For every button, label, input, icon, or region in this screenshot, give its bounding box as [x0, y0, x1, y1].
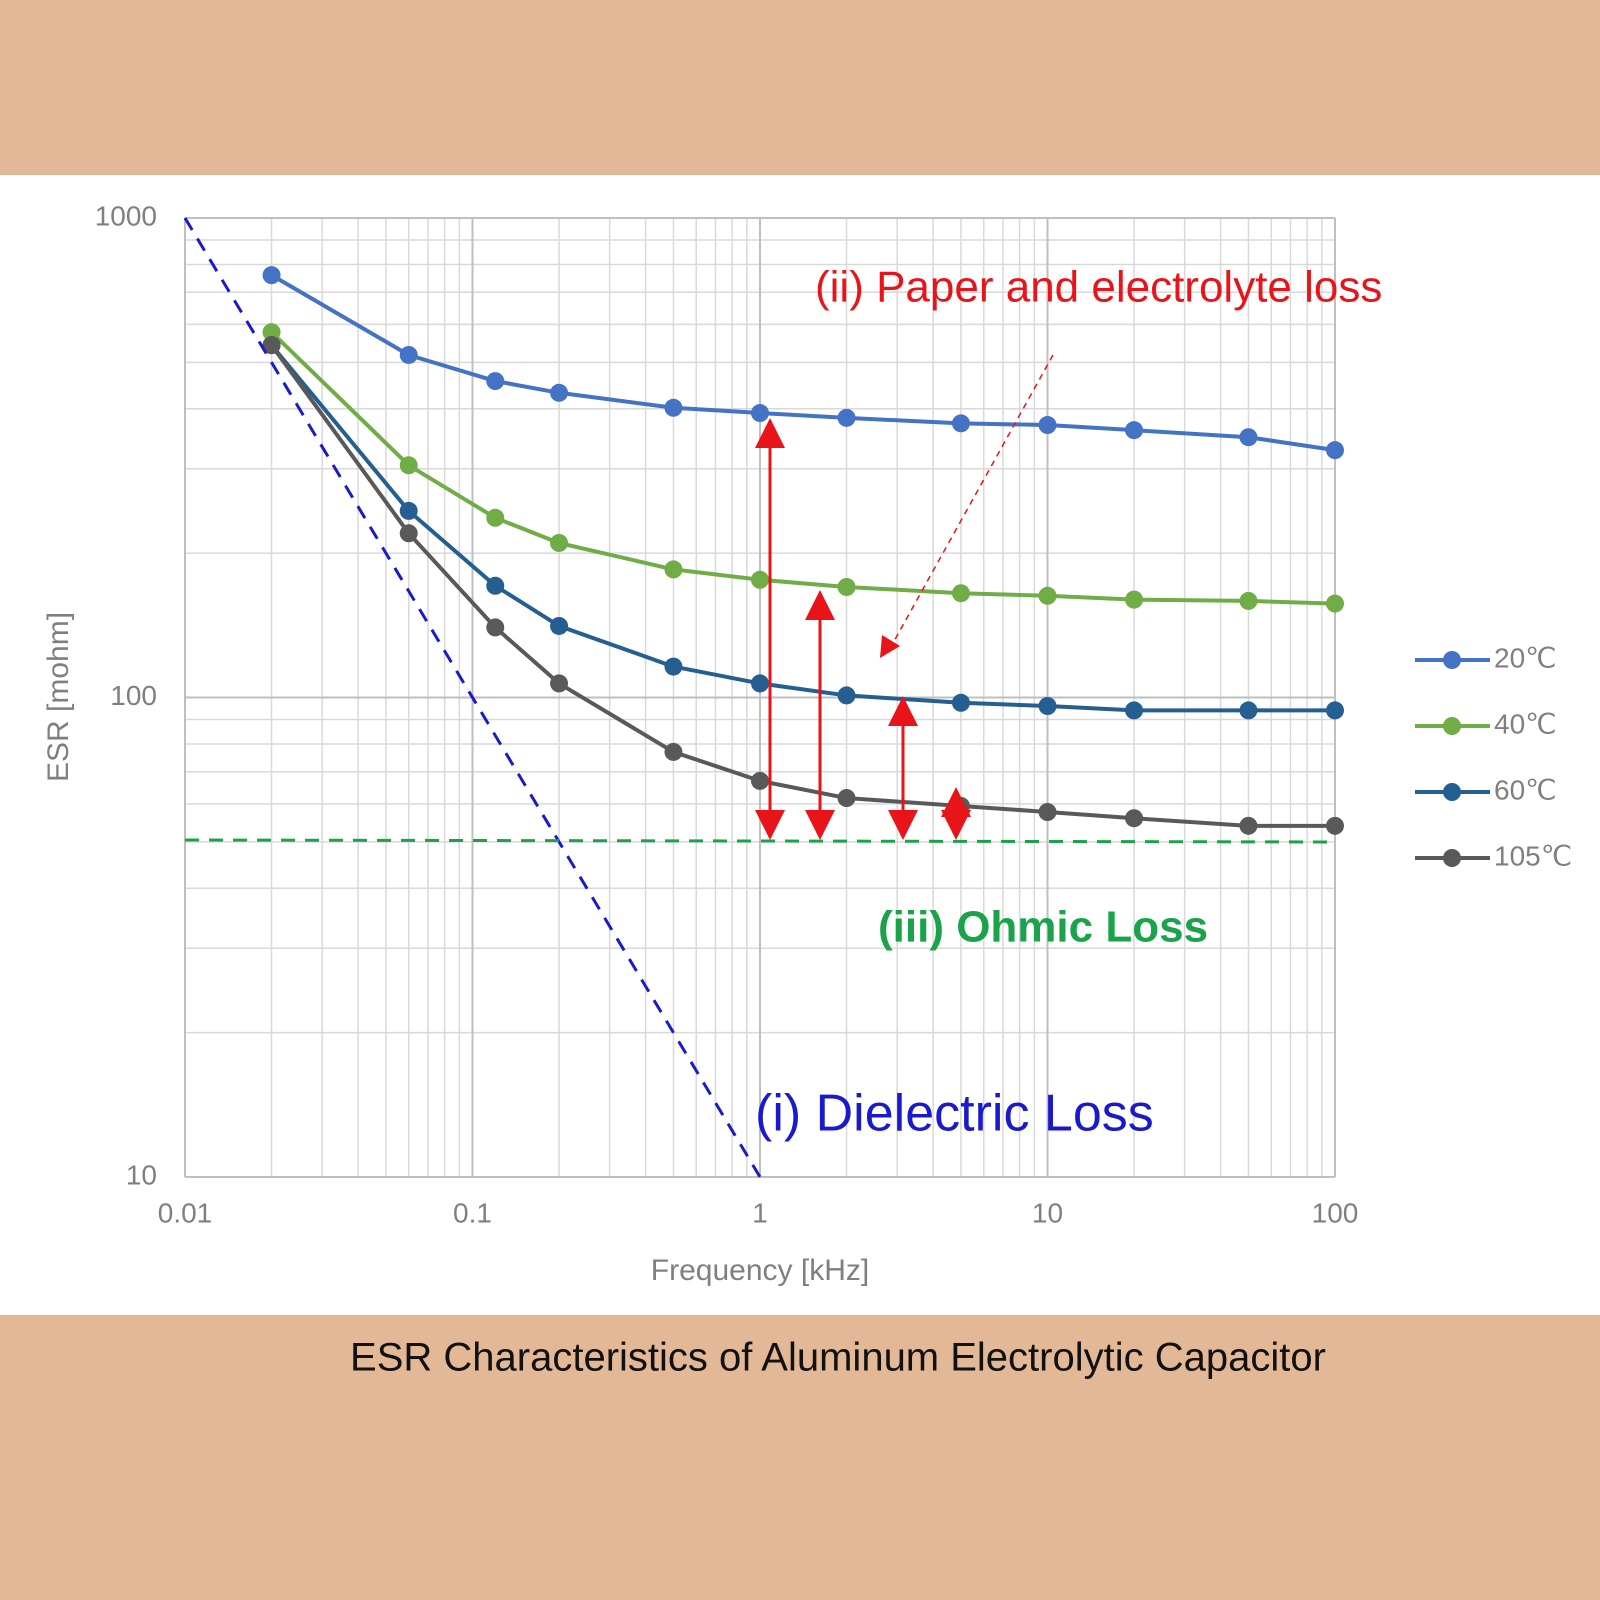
data-point: [751, 674, 769, 693]
data-point: [486, 372, 505, 391]
data-point: [1038, 803, 1057, 822]
data-point: [399, 345, 418, 364]
data-point: [1239, 816, 1258, 835]
data-point: [399, 501, 418, 520]
x-tick-label: 0.1: [453, 1197, 492, 1228]
legend-label: 20℃: [1494, 642, 1557, 673]
x-tick-label: 0.01: [158, 1197, 213, 1228]
data-point: [262, 323, 281, 342]
grid: 0.01 0.1 1 10 100 10 100 1000: [95, 200, 1359, 1228]
data-point: [751, 404, 769, 423]
data-point: [486, 576, 505, 595]
data-point: [550, 383, 569, 402]
y-axis-label: ESR [mohm]: [42, 612, 75, 782]
data-point: [1038, 586, 1057, 605]
data-point: [664, 657, 683, 676]
x-axis-label: Frequency [kHz]: [651, 1254, 869, 1287]
data-point: [951, 584, 970, 603]
plot-panel: [0, 175, 1600, 1315]
data-point: [837, 577, 856, 596]
data-point: [751, 771, 769, 790]
data-point: [550, 533, 569, 552]
x-tick-label: 1: [752, 1197, 768, 1228]
data-point: [550, 616, 569, 635]
data-point: [951, 414, 970, 433]
data-point: [664, 398, 683, 417]
legend-marker: [1443, 717, 1461, 735]
data-point: [1326, 441, 1344, 460]
data-point: [399, 524, 418, 543]
dielectric-line: [183, 217, 762, 1178]
data-point: [262, 266, 281, 285]
pointer-head: [880, 635, 900, 658]
x-tick-label: 10: [1032, 1197, 1063, 1228]
data-point: [262, 336, 281, 355]
data-point: [664, 742, 683, 761]
series-line: [270, 330, 1336, 606]
data-point: [486, 618, 505, 637]
y-tick-label: 100: [110, 680, 157, 711]
data-point: [951, 693, 970, 712]
data-point: [1239, 428, 1258, 447]
series-line: [269, 343, 1335, 828]
legend-label: 60℃: [1494, 774, 1557, 805]
caption: ESR Characteristics of Aluminum Electrol…: [350, 1336, 1326, 1380]
data-point: [1239, 701, 1258, 720]
legend-marker: [1443, 651, 1461, 669]
data-point: [1038, 416, 1057, 435]
pointer: [887, 354, 1054, 653]
series-line: [270, 343, 1335, 713]
annotation: (ii) Paper and electrolyte loss: [815, 263, 1382, 312]
data-point: [664, 560, 683, 579]
data-point: [1125, 809, 1144, 828]
data-point: [399, 456, 418, 475]
y-tick-label: 1000: [95, 200, 157, 231]
data-point: [550, 674, 569, 693]
series-line: [270, 273, 1336, 453]
x-tick-label: 100: [1312, 1197, 1359, 1228]
data-point: [751, 570, 769, 589]
data-point: [1326, 701, 1344, 720]
legend-label: 40℃: [1494, 708, 1557, 739]
legend-marker: [1443, 849, 1461, 867]
data-point: [1326, 594, 1344, 613]
legend-label: 105℃: [1494, 840, 1572, 871]
data-point: [837, 686, 856, 705]
data-point: [1125, 701, 1144, 720]
y-tick-label: 10: [126, 1159, 157, 1190]
annotation-shapes: [183, 217, 1336, 1178]
data-point: [1038, 697, 1057, 716]
annotation: (iii) Ohmic Loss: [878, 903, 1208, 952]
data-point: [837, 408, 856, 427]
legend-marker: [1443, 783, 1461, 801]
annotation: (i) Dielectric Loss: [755, 1085, 1154, 1143]
data-point: [1326, 816, 1344, 835]
data-point: [837, 789, 856, 808]
data-point: [486, 508, 505, 527]
data-point: [1125, 421, 1144, 440]
data-point: [1125, 590, 1144, 609]
data-point: [1239, 591, 1258, 610]
